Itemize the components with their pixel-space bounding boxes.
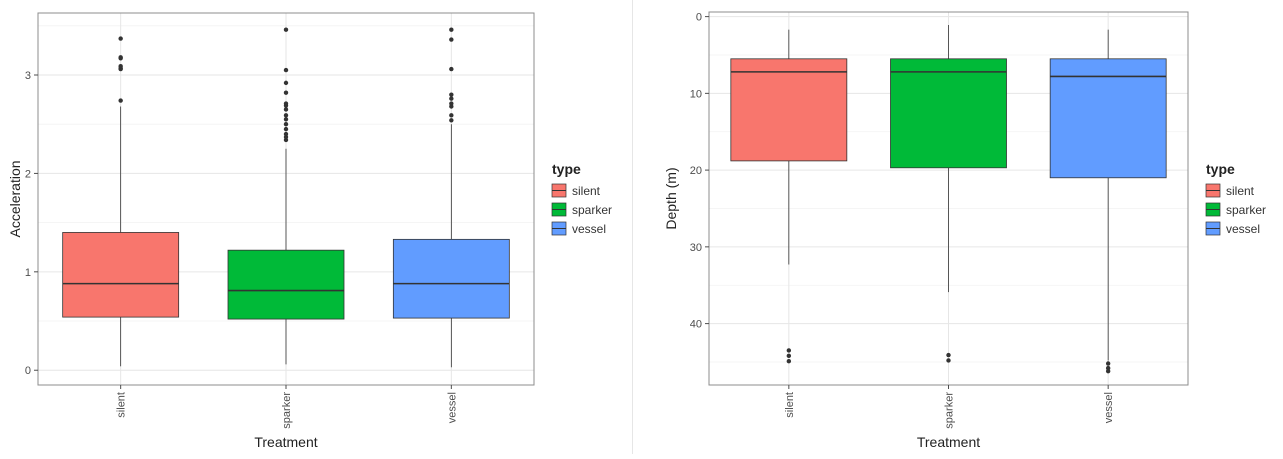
legend-label-vessel: vessel bbox=[1226, 222, 1260, 236]
chart-acceleration: 0 1 2 3 silent sparker vessel Treatment Accelera… bbox=[7, 12, 612, 450]
outlier-point bbox=[786, 359, 792, 364]
x-tick-label: vessel bbox=[446, 392, 458, 423]
outlier-point bbox=[118, 36, 123, 41]
box-body bbox=[890, 58, 1007, 169]
legend: type silent sparker vessel bbox=[1205, 161, 1266, 236]
outlier-point bbox=[283, 67, 289, 73]
legend: type silent sparker vessel bbox=[551, 161, 612, 236]
outlier-point bbox=[1105, 365, 1111, 371]
legend-label-silent: silent bbox=[572, 184, 601, 198]
outlier-point bbox=[449, 66, 454, 72]
box-vessel bbox=[392, 27, 510, 368]
x-tick-label: sparker bbox=[281, 392, 293, 429]
y-tick-label: 0 bbox=[25, 365, 31, 377]
y-tick-label: 0 bbox=[696, 12, 702, 24]
outlier-point bbox=[283, 107, 289, 112]
y-tick-label: 40 bbox=[690, 319, 702, 331]
legend-label-vessel: vessel bbox=[572, 222, 606, 236]
outlier-point bbox=[283, 27, 289, 32]
box-body bbox=[730, 58, 848, 162]
outlier-point bbox=[449, 101, 454, 106]
outlier-point bbox=[283, 126, 289, 132]
outlier-point bbox=[786, 348, 792, 353]
outlier-point bbox=[449, 92, 454, 97]
box-body bbox=[1049, 58, 1167, 179]
y-tick-label: 3 bbox=[25, 70, 31, 82]
box-vessel bbox=[1049, 29, 1167, 374]
y-tick-label: 30 bbox=[690, 242, 702, 254]
outlier-point bbox=[449, 27, 454, 32]
outlier-point bbox=[283, 122, 289, 127]
box-silent bbox=[62, 36, 180, 367]
box-sparker bbox=[227, 27, 345, 365]
outlier-point bbox=[449, 96, 454, 101]
outlier-point bbox=[946, 358, 951, 363]
y-axis-title: Depth (m) bbox=[663, 167, 679, 229]
legend-title: type bbox=[552, 161, 581, 177]
legend-label-sparker: sparker bbox=[572, 203, 612, 217]
legend-label-sparker: sparker bbox=[1226, 203, 1266, 217]
box-body bbox=[62, 232, 180, 318]
box-body bbox=[227, 249, 345, 320]
panel-divider bbox=[632, 0, 633, 454]
outlier-point bbox=[283, 90, 289, 95]
outlier-point bbox=[283, 113, 289, 118]
legend-title: type bbox=[1206, 161, 1235, 177]
outlier-point bbox=[283, 80, 289, 86]
outlier-point bbox=[1105, 368, 1111, 374]
x-tick-label: vessel bbox=[1103, 392, 1115, 423]
y-axis-title: Acceleration bbox=[7, 160, 23, 237]
outlier-point bbox=[283, 131, 289, 137]
y-tick-label: 10 bbox=[690, 88, 702, 100]
outlier-point bbox=[1105, 361, 1111, 366]
x-tick-label: sparker bbox=[944, 392, 956, 429]
x-tick-label: silent bbox=[784, 392, 796, 418]
outlier-point bbox=[283, 117, 289, 122]
outlier-point bbox=[449, 37, 454, 42]
outlier-point bbox=[118, 98, 123, 103]
y-tick-label: 2 bbox=[25, 168, 31, 180]
outlier-point bbox=[449, 113, 454, 118]
x-axis-title: Treatment bbox=[917, 434, 980, 450]
y-tick-label: 1 bbox=[25, 267, 31, 279]
legend-label-silent: silent bbox=[1226, 184, 1255, 198]
outlier-point bbox=[118, 55, 123, 60]
outlier-point bbox=[946, 352, 951, 358]
x-axis-title: Treatment bbox=[254, 434, 317, 450]
outlier-point bbox=[118, 63, 123, 69]
outlier-point bbox=[449, 118, 454, 123]
outlier-point bbox=[283, 101, 289, 106]
y-tick-label: 20 bbox=[690, 165, 702, 177]
box-silent bbox=[730, 29, 848, 364]
outlier-point bbox=[786, 353, 792, 359]
x-tick-label: silent bbox=[116, 392, 128, 418]
chart-depth: 0 10 20 30 40 silent sparker vessel Treatment Dep… bbox=[663, 11, 1266, 450]
box-sparker bbox=[890, 25, 1007, 363]
box-body bbox=[392, 238, 510, 319]
